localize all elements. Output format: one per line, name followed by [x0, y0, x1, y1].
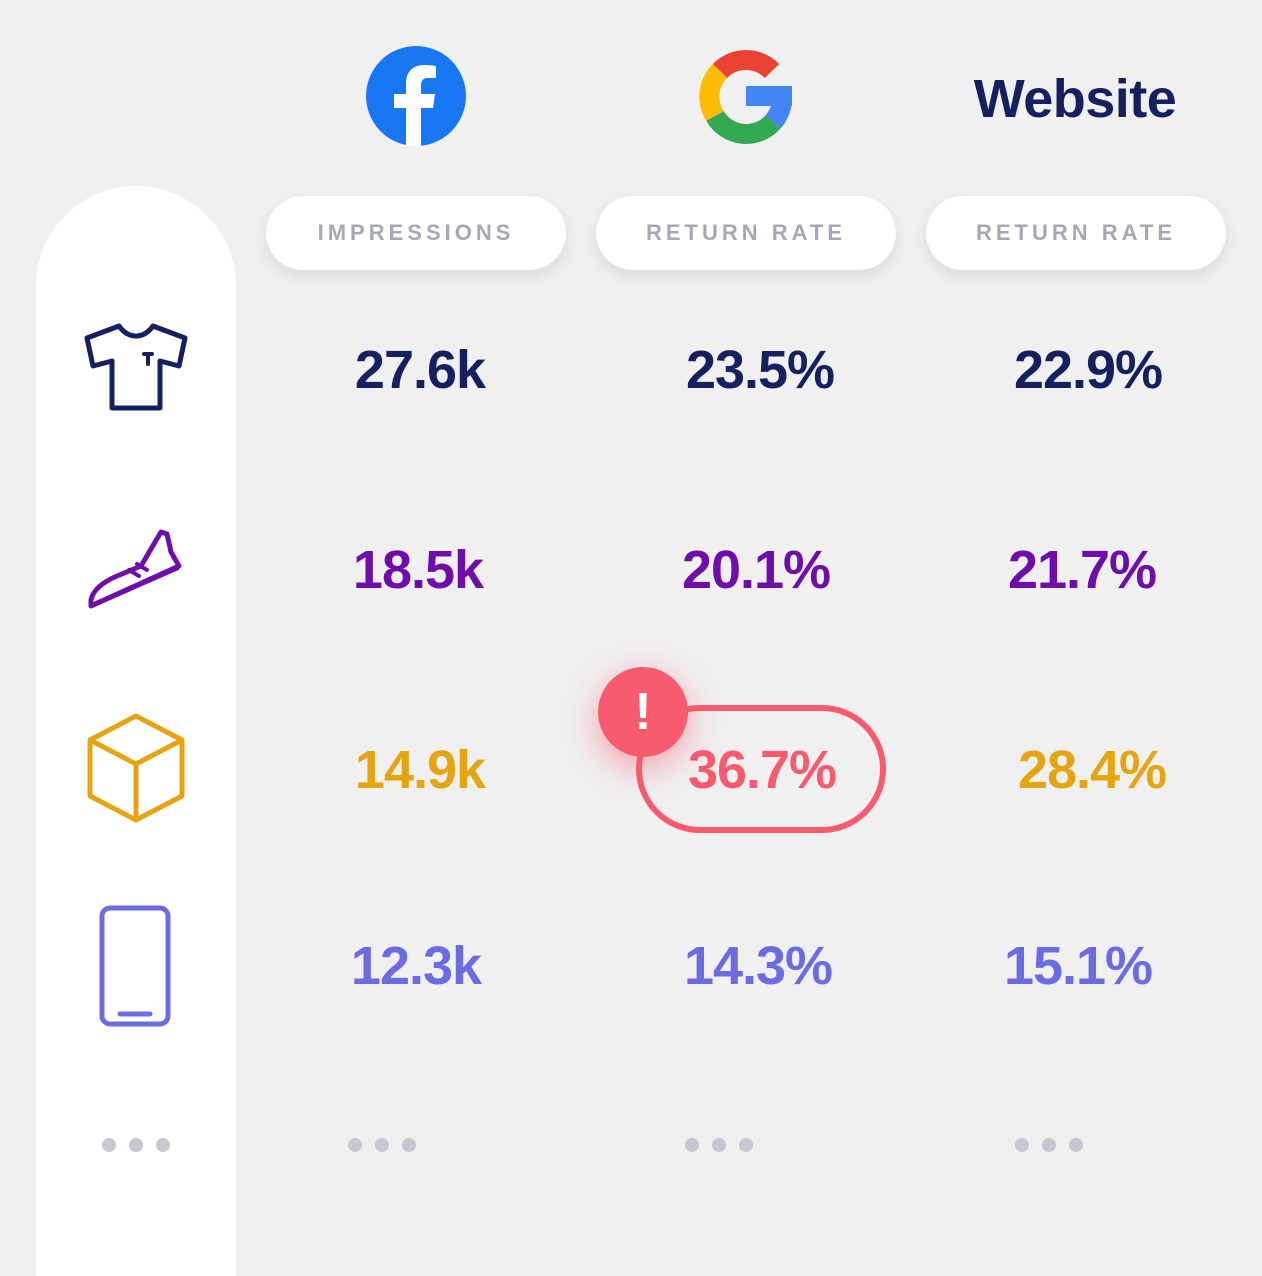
alert-highlight-ring: [636, 705, 886, 833]
cell-box-impressions: 14.9k: [354, 740, 486, 800]
more-rows-dots-sidebar[interactable]: [102, 1138, 170, 1152]
sneaker-icon: [36, 520, 236, 620]
cell-sneaker-google-return-rate: 20.1%: [681, 540, 831, 600]
cell-sneaker-impressions: 18.5k: [352, 540, 484, 600]
cell-box-website-return-rate: 28.4%: [1017, 740, 1167, 800]
cell-sneaker-website-return-rate: 21.7%: [1007, 540, 1157, 600]
cell-tshirt-impressions: 27.6k: [354, 340, 486, 400]
cell-tshirt-google-return-rate: 23.5%: [685, 340, 835, 400]
cell-phone-impressions: 12.3k: [350, 936, 482, 996]
more-rows-dots-website[interactable]: [1015, 1138, 1083, 1152]
google-icon: [696, 46, 796, 146]
cell-phone-website-return-rate: 15.1%: [1003, 936, 1153, 996]
more-rows-dots-google[interactable]: [685, 1138, 753, 1152]
category-sidebar: [36, 186, 236, 1276]
phone-icon: [36, 904, 236, 1028]
website-label: Website: [973, 69, 1177, 129]
more-rows-dots-impressions[interactable]: [348, 1138, 416, 1152]
column-header-impressions[interactable]: IMPRESSIONS: [266, 196, 566, 270]
cell-tshirt-website-return-rate: 22.9%: [1013, 340, 1163, 400]
alert-icon[interactable]: !: [598, 667, 688, 757]
box-icon: [36, 712, 236, 824]
cell-phone-google-return-rate: 14.3%: [683, 936, 833, 996]
tshirt-icon: [36, 318, 236, 418]
column-header-google-return-rate[interactable]: RETURN RATE: [596, 196, 896, 270]
facebook-icon: [366, 46, 466, 146]
column-header-website-return-rate[interactable]: RETURN RATE: [926, 196, 1226, 270]
cell-box-google-return-rate-alert[interactable]: 36.7%: [687, 740, 837, 800]
